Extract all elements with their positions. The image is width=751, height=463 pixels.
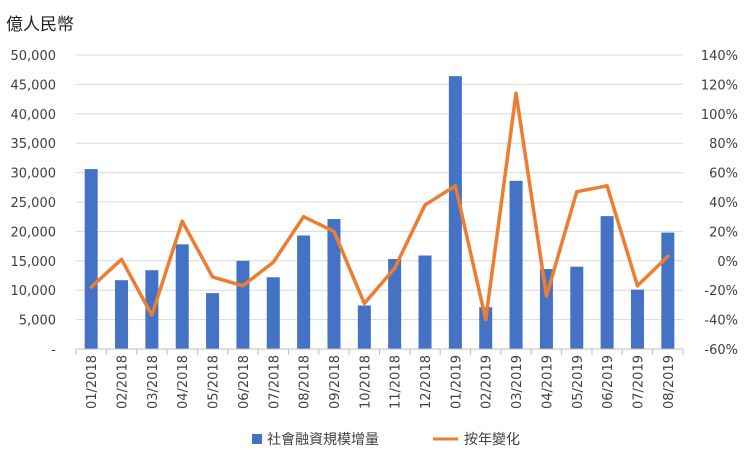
- line-point: [362, 301, 366, 305]
- bar: [418, 255, 432, 349]
- legend-bar-label: 社會融資規模增量: [267, 432, 379, 448]
- y-right-tick-label: -40%: [704, 314, 738, 329]
- line-point: [453, 184, 457, 188]
- x-tick-label: 03/2019: [510, 355, 525, 409]
- bar: [266, 277, 280, 349]
- y-right-tick-label: 60%: [709, 167, 738, 182]
- y-right-tick-label: 140%: [701, 49, 738, 64]
- bar: [509, 180, 523, 349]
- line-point: [544, 294, 548, 298]
- line-point: [211, 275, 215, 279]
- y-right-tick-label: 20%: [709, 225, 738, 240]
- line-point: [332, 229, 336, 233]
- line-point: [575, 190, 579, 194]
- y-left-tick-label: 45,000: [11, 78, 57, 93]
- y-right-tick-label: 100%: [701, 108, 738, 123]
- y-left-tick-label: -: [51, 343, 56, 358]
- line-point: [666, 254, 670, 258]
- x-tick-label: 02/2018: [116, 355, 131, 409]
- x-tick-label: 06/2018: [237, 355, 252, 409]
- unit-label: 億人民幣: [6, 15, 74, 35]
- line-point: [89, 285, 93, 289]
- legend: 社會融資規模增量 按年變化: [252, 432, 520, 448]
- x-tick-label: 05/2018: [207, 355, 222, 409]
- y-left-tick-label: 40,000: [11, 108, 57, 123]
- y-right-tick-label: 120%: [701, 78, 738, 93]
- line-point: [484, 318, 488, 322]
- x-tick-label: 10/2018: [358, 355, 373, 409]
- line-point: [150, 313, 154, 317]
- bar: [570, 266, 584, 349]
- line-path: [89, 91, 670, 322]
- x-tick-label: 04/2019: [540, 355, 555, 409]
- x-tick-label: 03/2018: [146, 355, 161, 409]
- x-tick-label: 11/2018: [389, 355, 404, 409]
- line-point: [635, 284, 639, 288]
- line-point: [271, 260, 275, 264]
- y-left-tick-label: 50,000: [11, 49, 57, 64]
- x-tick-label: 08/2019: [662, 355, 677, 409]
- x-tick-label: 04/2018: [176, 355, 191, 409]
- bar-series: [84, 76, 675, 349]
- y-left-tick-label: 15,000: [11, 255, 57, 270]
- x-tick-label: 05/2019: [571, 355, 586, 409]
- x-tick-label: 01/2018: [85, 355, 100, 409]
- bar: [630, 289, 644, 349]
- y-left-tick-label: 10,000: [11, 284, 57, 299]
- bar: [84, 169, 98, 349]
- bar: [327, 219, 341, 349]
- bar: [357, 305, 371, 349]
- bar: [236, 260, 250, 349]
- y-left-tick-label: 5,000: [19, 314, 56, 329]
- line-point: [423, 203, 427, 207]
- x-tick-label: 07/2019: [631, 355, 646, 409]
- line-point: [393, 266, 397, 270]
- bar: [448, 76, 462, 349]
- axes: - 5,000 10,000 15,000 20,000 25,000 30,000 35,0…: [11, 49, 739, 409]
- bar: [479, 307, 493, 349]
- x-tick-label: 12/2018: [419, 355, 434, 409]
- y-right-tick-label: 0%: [717, 255, 738, 270]
- y-right-tick-label: -20%: [704, 284, 738, 299]
- x-tick-label: 07/2018: [267, 355, 282, 409]
- x-tick-label: 02/2019: [480, 355, 495, 409]
- line-point: [180, 219, 184, 223]
- x-tick-label: 09/2018: [328, 355, 343, 409]
- line-series: [89, 91, 670, 322]
- legend-line-label: 按年變化: [464, 432, 520, 448]
- line-point: [514, 91, 518, 95]
- x-tick-label: 06/2019: [601, 355, 616, 409]
- bar: [115, 280, 129, 349]
- bar: [388, 259, 402, 349]
- y-left-tick-label: 25,000: [11, 196, 57, 211]
- bar: [600, 216, 614, 349]
- line-point: [120, 257, 124, 261]
- y-right-tick-label: 80%: [709, 137, 738, 152]
- x-tick-label: 01/2019: [449, 355, 464, 409]
- x-tick-label: 08/2018: [298, 355, 313, 409]
- bar: [297, 235, 311, 349]
- bar: [661, 232, 675, 349]
- y-left-tick-label: 30,000: [11, 167, 57, 182]
- y-right-tick-label: 40%: [709, 196, 738, 211]
- line-point: [605, 184, 609, 188]
- line-point: [302, 215, 306, 219]
- y-left-tick-label: 20,000: [11, 225, 57, 240]
- line-point: [241, 284, 245, 288]
- y-left-tick-label: 35,000: [11, 137, 57, 152]
- legend-bar-swatch: [252, 434, 262, 444]
- y-right-tick-label: -60%: [704, 343, 738, 358]
- bar: [206, 293, 220, 349]
- bar: [175, 244, 189, 349]
